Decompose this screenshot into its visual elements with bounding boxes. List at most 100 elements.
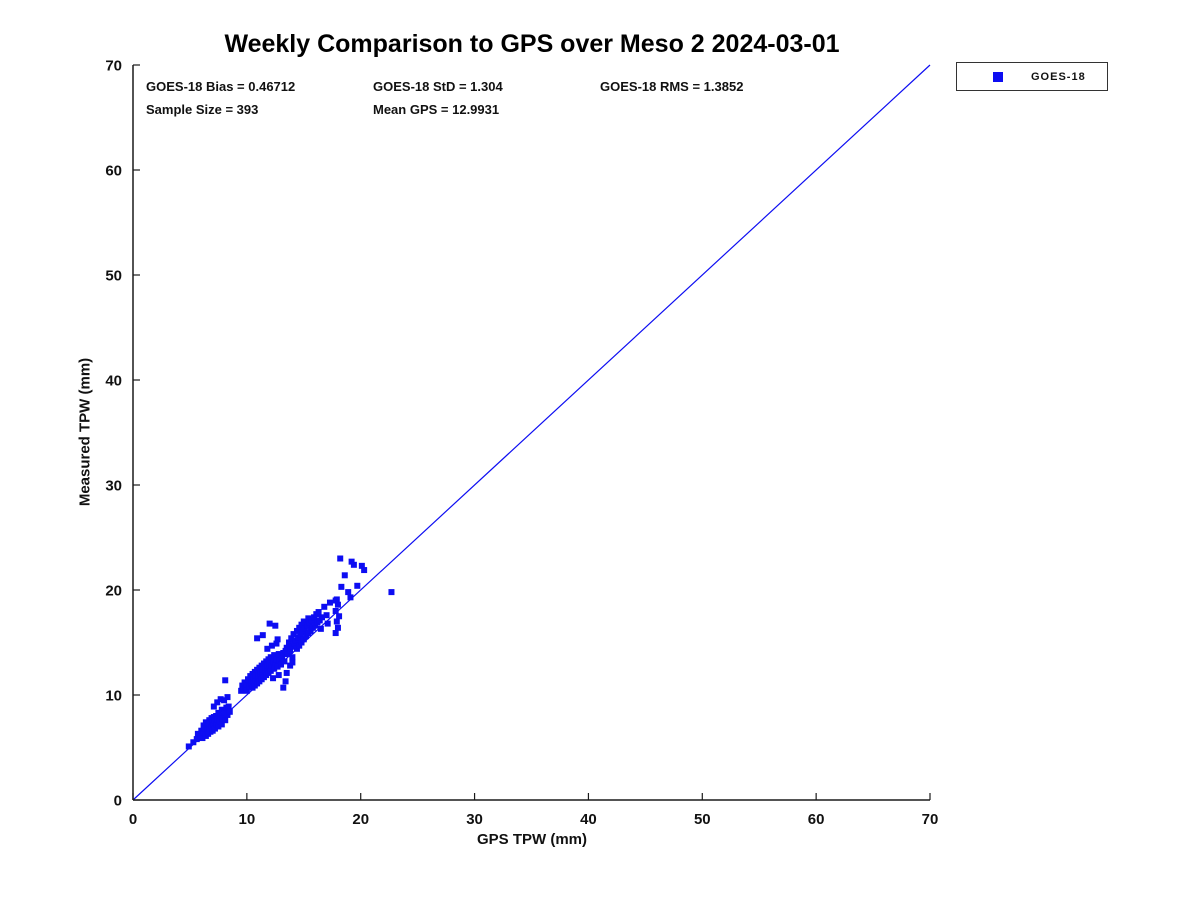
scatter-point <box>226 708 233 715</box>
y-tick-label: 10 <box>105 688 122 705</box>
scatter-point <box>348 558 355 565</box>
scatter-point <box>332 608 339 614</box>
scatter-point <box>300 636 307 643</box>
scatter-point <box>324 620 331 627</box>
scatter-point <box>291 640 298 647</box>
scatter-point <box>200 722 207 729</box>
scatter-point <box>289 654 296 661</box>
scatter-point <box>211 725 218 732</box>
y-tick-label: 30 <box>105 478 122 495</box>
x-tick-label: 40 <box>580 811 597 828</box>
x-tick-label: 10 <box>239 811 256 828</box>
scatter-point <box>283 644 290 651</box>
scatter-point <box>305 615 312 622</box>
scatter-point <box>272 660 279 667</box>
scatter-point <box>221 709 228 716</box>
y-tick-label: 40 <box>105 373 122 390</box>
scatter-point <box>358 562 365 569</box>
scatter-point <box>282 678 289 685</box>
scatter-point <box>281 658 288 665</box>
scatter-point <box>304 622 311 629</box>
scatter-point <box>300 618 307 625</box>
scatter-point <box>289 643 296 650</box>
scatter-point <box>190 739 197 746</box>
scatter-point <box>293 645 300 652</box>
scatter-point <box>239 682 246 689</box>
scatter-point <box>315 609 322 616</box>
scatter-point <box>303 633 310 640</box>
scatter-point <box>283 669 290 676</box>
y-tick-label: 50 <box>105 268 122 285</box>
scatter-point <box>215 709 222 716</box>
stat-sample-size: Sample Size = 393 <box>146 102 259 117</box>
x-tick-label: 70 <box>922 811 939 828</box>
scatter-point <box>271 652 278 659</box>
scatter-point <box>307 627 314 634</box>
scatter-point <box>287 662 294 669</box>
scatter-point <box>216 718 223 725</box>
scatter-point <box>319 614 326 621</box>
y-tick-label: 0 <box>114 793 122 810</box>
x-tick-label: 60 <box>808 811 825 828</box>
scatter-point <box>267 667 274 674</box>
scatter-point <box>337 555 344 562</box>
scatter-point <box>254 635 261 642</box>
scatter-point <box>273 656 280 663</box>
scatter-point <box>295 634 302 641</box>
scatter-point <box>222 677 229 684</box>
scatter-point <box>332 630 339 637</box>
scatter-point <box>326 599 333 606</box>
scatter-point <box>301 625 308 632</box>
x-axis-label: GPS TPW (mm) <box>476 831 587 848</box>
scatter-point <box>214 699 221 706</box>
scatter-point <box>274 663 281 670</box>
scatter-point <box>298 621 305 628</box>
scatter-point <box>292 637 299 644</box>
scatter-point <box>272 622 279 629</box>
scatter-point <box>334 601 341 608</box>
scatter-point <box>321 603 328 610</box>
scatter-point <box>288 635 295 642</box>
scatter-point <box>388 589 395 596</box>
legend-label: GOES-18 <box>1031 70 1086 83</box>
scatter-point <box>316 617 323 624</box>
scatter-point <box>271 665 278 672</box>
scatter-point <box>280 684 287 691</box>
scatter-point <box>218 721 225 728</box>
scatter-point <box>296 642 303 649</box>
scatter-point <box>273 640 280 647</box>
scatter-point <box>221 697 228 704</box>
x-tick-label: 20 <box>352 811 369 828</box>
scatter-point <box>215 723 222 730</box>
scatter-point <box>299 629 306 635</box>
scatter-point <box>323 612 330 619</box>
scatter-point <box>193 736 200 743</box>
scatter-point <box>275 672 282 679</box>
scatter-point <box>347 594 354 601</box>
scatter-point <box>308 617 315 624</box>
legend-marker-square-icon <box>993 71 1003 82</box>
x-tick-label: 50 <box>694 811 711 828</box>
scatter-point <box>200 729 207 736</box>
scatter-point <box>311 614 318 621</box>
stat-std: GOES-18 StD = 1.304 <box>373 79 503 94</box>
scatter-point <box>242 684 249 691</box>
y-tick-label: 70 <box>105 58 122 75</box>
stat-bias: GOES-18 Bias = 0.46712 <box>146 79 296 94</box>
scatter-point <box>282 647 289 654</box>
scatter-point <box>317 625 324 632</box>
scatter-point <box>336 613 343 620</box>
scatter-point <box>341 572 348 579</box>
scatter-point <box>274 636 281 643</box>
scatter-point <box>334 624 341 631</box>
scatter-point <box>276 657 283 664</box>
scatter-point <box>270 675 277 682</box>
scatter-point <box>224 694 231 701</box>
scatter-point <box>312 622 319 629</box>
scatter-point <box>213 713 220 719</box>
scatter-point <box>199 735 206 742</box>
scatter-point <box>218 706 225 713</box>
scatter-point <box>264 645 271 652</box>
y-axis-label: Measured TPW (mm) <box>76 357 94 507</box>
